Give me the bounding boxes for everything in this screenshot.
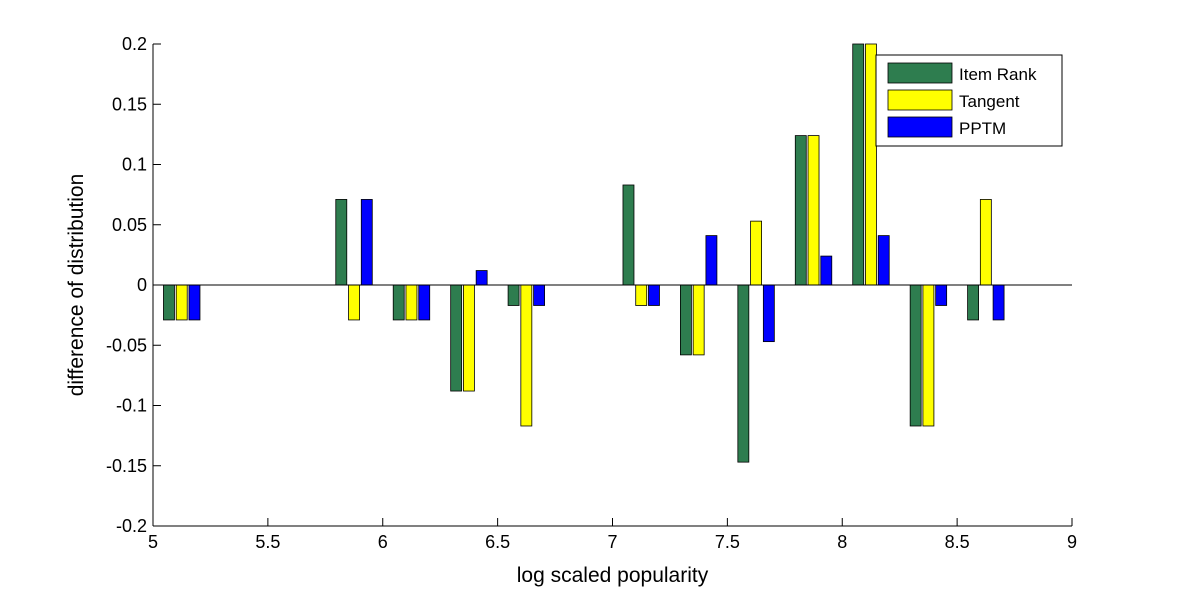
- bar: [737, 284, 750, 463]
- y-tick-label: 0.05: [112, 215, 147, 235]
- bar: [935, 284, 948, 306]
- bar: [418, 284, 431, 321]
- bar: [405, 284, 418, 321]
- bar: [463, 284, 475, 392]
- bar: [450, 284, 463, 392]
- y-tick-label: -0.2: [116, 516, 147, 536]
- y-tick-label: -0.1: [116, 396, 147, 416]
- bar: [762, 284, 775, 343]
- bar: [533, 284, 545, 306]
- bar: [852, 43, 865, 286]
- y-tick-label: 0.1: [122, 155, 147, 175]
- y-tick-label: 0.15: [112, 94, 147, 114]
- bar: [877, 235, 890, 286]
- bar: [335, 199, 348, 286]
- y-tick-label: -0.05: [106, 335, 147, 355]
- legend-swatch: [887, 62, 953, 84]
- legend-label: Item Rank: [959, 65, 1037, 84]
- bar: [520, 284, 533, 427]
- bar: [680, 284, 692, 356]
- y-tick-label: 0: [137, 275, 147, 295]
- bar: [188, 284, 201, 321]
- bar: [348, 284, 360, 321]
- bar: [820, 255, 833, 286]
- legend: Item Rank Tangent PPTM: [875, 54, 1063, 147]
- bar: [635, 284, 648, 306]
- x-tick-label: 5.5: [255, 532, 280, 552]
- bar: [175, 284, 188, 321]
- x-tick-label: 7: [607, 532, 617, 552]
- bar: [992, 284, 1005, 321]
- bar: [865, 43, 877, 286]
- y-tick-label: -0.15: [106, 456, 147, 476]
- x-axis-label: log scaled popularity: [517, 564, 709, 587]
- bar: [648, 284, 660, 306]
- bar: [392, 284, 405, 321]
- bar: [360, 199, 373, 286]
- x-tick-label: 5: [148, 532, 158, 552]
- legend-label: Tangent: [959, 92, 1020, 111]
- y-tick-label: 0.2: [122, 34, 147, 54]
- bar: [807, 135, 820, 286]
- axes: 5 5.5 6 6.5 7 7.5 8 8.5 9 -0.2 -0.15 -0.1 -0.05 0 0.05…: [106, 34, 1077, 552]
- bar: [922, 284, 935, 427]
- bar: [692, 284, 705, 356]
- x-tick-label: 6.5: [485, 532, 510, 552]
- x-tick-label: 9: [1067, 532, 1077, 552]
- bar: [705, 235, 718, 286]
- legend-label: PPTM: [959, 119, 1006, 138]
- bar: [794, 135, 807, 286]
- y-axis-label: difference of distribution: [65, 174, 88, 397]
- bar: [909, 284, 922, 427]
- legend-swatch: [887, 89, 953, 111]
- x-tick-label: 8.5: [945, 532, 970, 552]
- bar: [750, 220, 762, 286]
- bar: [979, 199, 992, 286]
- bar: [475, 270, 488, 286]
- x-tick-label: 6: [378, 532, 388, 552]
- bar: [163, 284, 175, 321]
- legend-swatch: [887, 116, 953, 138]
- bar: [507, 284, 520, 306]
- bar: [967, 284, 979, 321]
- x-tick-label: 8: [837, 532, 847, 552]
- bar: [622, 184, 635, 286]
- x-tick-label: 7.5: [715, 532, 740, 552]
